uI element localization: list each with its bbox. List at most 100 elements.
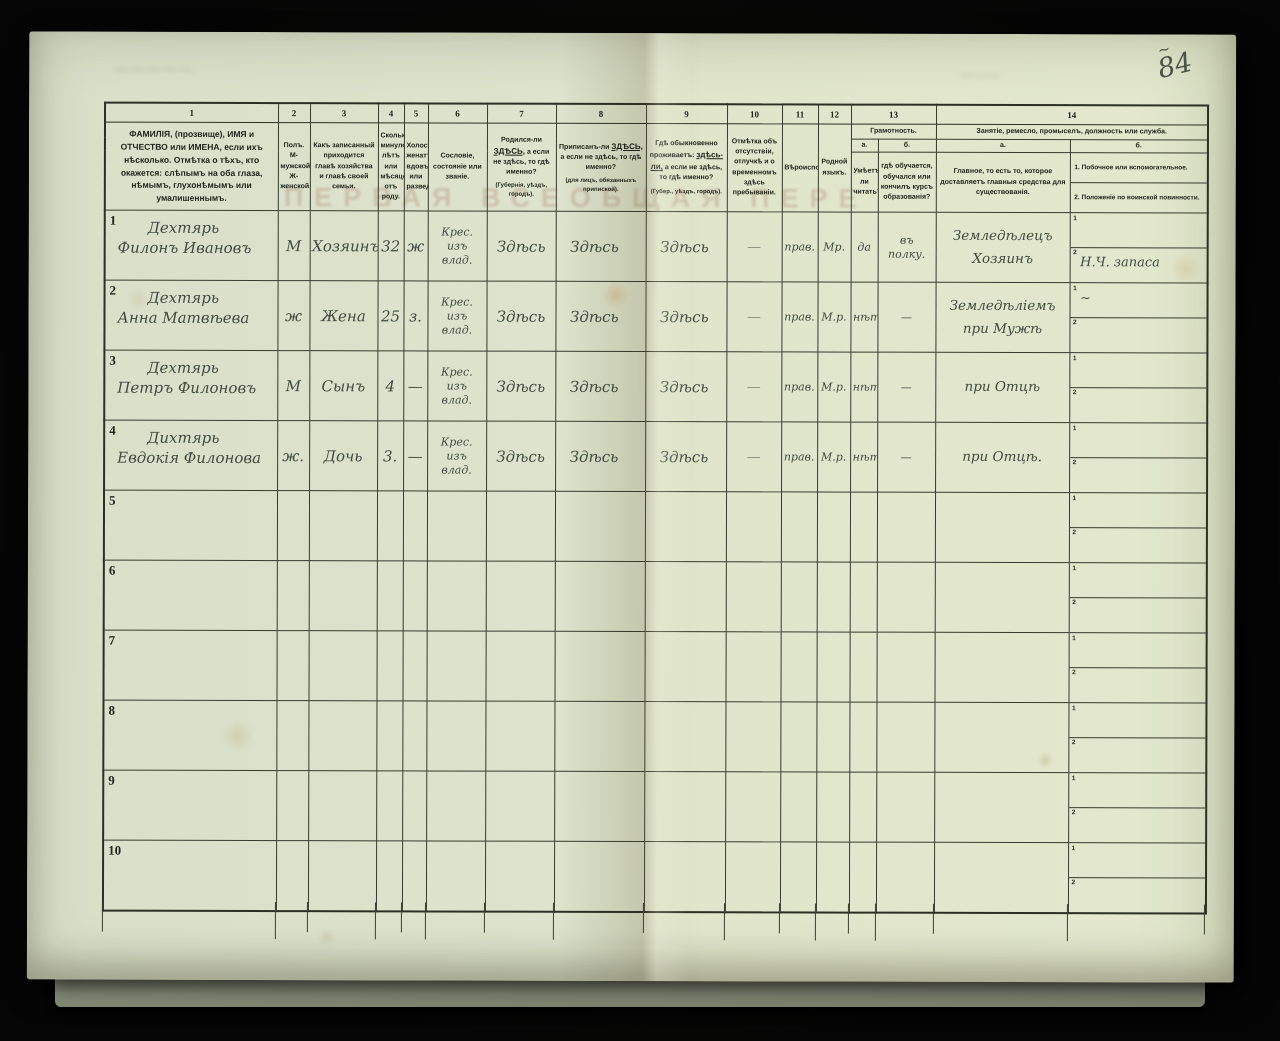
cell-born-here <box>485 491 556 562</box>
printed-sub-label-1: 1 <box>1072 495 1077 503</box>
cell-sex: ж <box>277 280 310 351</box>
cell-relation <box>308 770 377 841</box>
cell-language <box>816 632 850 703</box>
cell-sex <box>276 770 309 841</box>
cell-marital <box>402 771 427 842</box>
estate-line2: изъ влад. <box>441 449 472 477</box>
cell-name: 5 <box>103 490 278 561</box>
cell-side-occupation: 1 2 <box>1068 492 1208 564</box>
table-row: 1 Дехтярь Филонъ Ивановъ М Хозяинъ 32 ж … <box>104 210 1208 284</box>
header-literacy-group: Грамотность. <box>850 124 937 140</box>
side-occ-half-2: 2 Н.Ч. запаса <box>1070 247 1207 282</box>
cell-can-read <box>848 842 877 913</box>
cell-can-read: нѣтъ <box>850 422 878 493</box>
estate-line1: Крес. <box>440 435 473 449</box>
cell-religion <box>780 562 817 633</box>
occupation-line2: при Мужѣ <box>962 320 1043 337</box>
table-body: 1 Дехтярь Филонъ Ивановъ М Хозяинъ 32 ж … <box>102 210 1208 914</box>
printed-sub-label-1: 1 <box>1071 845 1076 853</box>
surname: Дехтярь <box>147 358 219 378</box>
col-number: 1 <box>105 102 279 123</box>
cell-born-here: Здѣсь <box>486 421 556 492</box>
col-number: 5 <box>404 103 429 123</box>
cell-education <box>876 772 935 843</box>
header-language: Родной языкъ. <box>817 123 852 213</box>
cell-relation <box>308 700 377 771</box>
cell-name: 3 Дехтярь Петръ Филоновъ <box>104 350 278 421</box>
cell-age <box>376 630 403 702</box>
cell-born-here <box>484 841 555 912</box>
table-row: 7 1 <box>103 630 1207 704</box>
cell-education <box>876 492 936 563</box>
cell-estate: Крес. изъ влад. <box>427 281 487 352</box>
cell-name: 9 <box>103 770 277 841</box>
table-head: 1 2 3 4 5 6 7 8 9 10 11 12 13 14 ФАМИЛІЯ… <box>104 102 1209 214</box>
printed-sub-label-1: 1 <box>1071 775 1076 783</box>
printed-sub-label-2: 2 <box>1072 529 1077 537</box>
cell-resides <box>644 701 726 772</box>
cell-marital <box>402 491 428 562</box>
cell-religion <box>780 492 818 563</box>
table-row: 6 1 <box>103 560 1207 634</box>
col-number: 14 <box>936 104 1209 126</box>
cell-education <box>876 702 935 773</box>
row-number: 4 <box>109 422 116 438</box>
cell-registered <box>554 561 645 632</box>
table-row: 4 Дихтярь Евдокія Филонова ж. Дочь 3. — … <box>104 420 1208 494</box>
cell-can-read <box>849 702 877 773</box>
header-note: (для лицъ, обязанныхъ припиской). <box>565 177 637 193</box>
row-number: 1 <box>109 212 117 228</box>
side-occ-half-2: 2 <box>1069 387 1207 422</box>
cell-sex <box>275 840 309 912</box>
cell-absence <box>725 561 781 633</box>
header-text: а если не здѣсь, то гдѣ именно? <box>560 153 642 171</box>
cell-absence <box>725 491 782 563</box>
header-underlined: ЗДѢСЬ, <box>493 146 526 156</box>
cell-main-occupation: Земледѣліемъ при Мужѣ <box>935 282 1070 353</box>
printed-sub-label-2: 2 <box>1071 879 1076 887</box>
cell-age <box>375 840 403 912</box>
cell-name: 1 Дехтярь Филонъ Ивановъ <box>104 210 278 281</box>
side-occ-half-2: 2 <box>1069 317 1207 352</box>
header-14b-label: б. <box>1069 139 1208 154</box>
cell-language <box>815 842 850 913</box>
cell-estate <box>426 491 487 562</box>
cell-resides: Здѣсь <box>645 281 727 352</box>
cell-relation: Жена <box>309 280 378 351</box>
cell-can-read <box>849 772 877 843</box>
cell-language <box>816 562 850 633</box>
cell-sex <box>276 630 309 701</box>
estate-line1: Крес. <box>441 295 473 309</box>
cell-born-here <box>485 701 555 772</box>
row-number: 8 <box>108 702 115 718</box>
given-name: Анна Матвѣева <box>117 309 250 328</box>
printed-sub-label-1: 1 <box>1071 705 1076 713</box>
row-number: 2 <box>109 282 117 298</box>
cell-registered <box>554 771 645 842</box>
printed-sub-label-1: 1 <box>1072 425 1077 433</box>
row-number: 9 <box>108 772 115 788</box>
col-number: 10 <box>727 104 783 124</box>
side-occ-half-2: 2 <box>1069 457 1207 492</box>
printed-sub-label-2: 2 <box>1072 389 1077 397</box>
side-occ-half-1: 1 <box>1069 704 1206 737</box>
cell-sex <box>276 560 309 631</box>
printed-sub-label-2: 2 <box>1072 599 1076 607</box>
side-occ-value-1: ~ <box>1080 291 1091 307</box>
printed-sub-label-2: 2 <box>1072 319 1077 327</box>
cell-relation: Дочь <box>309 420 378 491</box>
header-13a-label: а. <box>850 139 878 153</box>
header-group-row: ФАМИЛІЯ, (прозвище), ИМЯ и ОТЧЕСТВО или … <box>104 122 1209 213</box>
cell-born-here: Здѣсь <box>486 351 556 422</box>
cell-side-occupation: 1 2 <box>1068 772 1207 844</box>
cell-can-read <box>849 492 878 563</box>
cell-can-read: нѣтъ <box>850 282 878 353</box>
row-number: 6 <box>108 562 116 578</box>
header-marital: Холостъ, женатъ, вдовъ или разведенъ. <box>403 122 429 212</box>
surname: Дихтярь <box>147 428 220 448</box>
cell-marital <box>402 701 427 772</box>
cell-born-here: Здѣсь <box>486 281 556 352</box>
cell-marital: — <box>403 421 428 492</box>
printed-sub-label-2: 2 <box>1071 809 1076 817</box>
cell-language: М.р. <box>817 352 851 423</box>
